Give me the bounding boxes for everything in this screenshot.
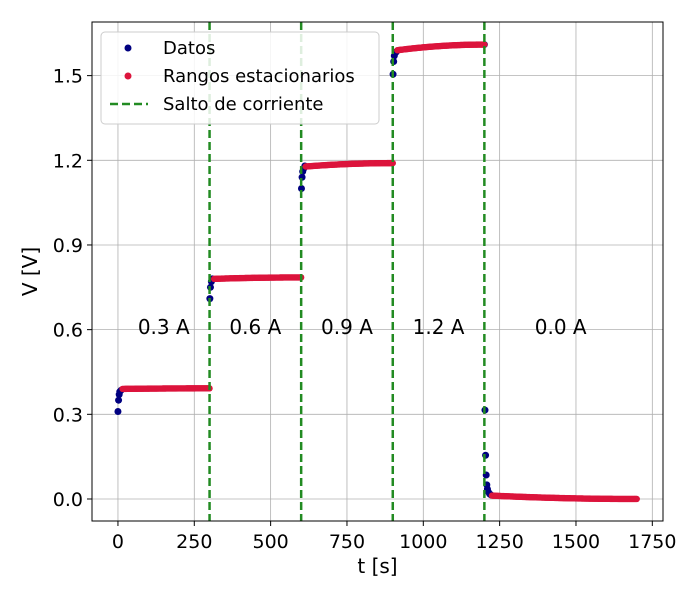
estacionario-point	[389, 159, 396, 167]
x-tick-label: 750	[329, 531, 365, 553]
y-tick-label: 1.5	[53, 66, 83, 88]
datos-point	[114, 407, 122, 415]
current-label: 0.6 A	[229, 315, 281, 339]
legend-label-datos: Datos	[163, 38, 215, 59]
x-tick-label: 1250	[475, 531, 523, 553]
x-tick-label: 1500	[552, 531, 600, 553]
legend-box	[100, 31, 380, 125]
current-label: 0.0 A	[535, 315, 587, 339]
legend: Datos Rangos estacionarios Salto de corr…	[100, 31, 380, 125]
y-axis-title: V [V]	[18, 247, 42, 296]
y-tick-label: 0.9	[53, 235, 83, 257]
current-label: 0.9 A	[321, 315, 373, 339]
data-points	[114, 41, 640, 503]
estacionario-point	[633, 495, 640, 503]
legend-label-rangos: Rangos estacionarios	[163, 66, 355, 87]
y-tick-label: 0.0	[53, 489, 83, 511]
y-tick-label: 0.6	[53, 320, 83, 342]
axis-ticks: 0 250 500 750 1000 1250 1500 1750 0.0 0.3 0.6 0.9 1.…	[53, 66, 677, 553]
legend-label-salto: Salto de corriente	[163, 94, 323, 115]
datos-point	[297, 185, 305, 193]
y-tick-label: 0.3	[53, 404, 83, 426]
estacionario-point	[481, 41, 488, 48]
x-tick-label: 0	[112, 531, 124, 553]
legend-marker-datos	[124, 44, 132, 52]
x-axis-title: t [s]	[357, 554, 397, 578]
current-annotations: 0.3 A 0.6 A 0.9 A 1.2 A 0.0 A	[138, 315, 587, 339]
current-label: 0.3 A	[138, 315, 190, 339]
current-label: 1.2 A	[413, 315, 465, 339]
plot-frame	[91, 21, 664, 522]
datos-point	[115, 396, 123, 404]
x-tick-label: 1000	[399, 531, 447, 553]
x-tick-label: 250	[176, 531, 212, 553]
y-tick-label: 1.2	[53, 150, 83, 172]
current-jump-lines	[208, 22, 486, 521]
x-tick-label: 500	[252, 531, 288, 553]
x-tick-label: 1750	[628, 531, 676, 553]
legend-marker-rangos	[124, 72, 132, 80]
